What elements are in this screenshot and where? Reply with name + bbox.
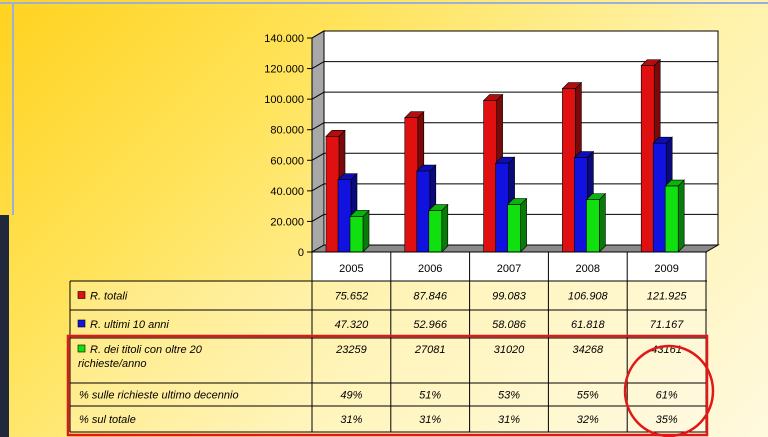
y-tick-label: 40.000 xyxy=(270,186,304,198)
table-cell: 121.925 xyxy=(647,291,688,303)
gridline xyxy=(311,91,718,100)
dark-side-bar xyxy=(0,215,9,437)
highlight-box xyxy=(66,334,709,437)
row-label: % sulle richieste ultimo decennio xyxy=(79,390,239,402)
bar xyxy=(562,88,576,253)
data-table: 2005 2006 2007 2008 2009 R. totali 75.652 87.84… xyxy=(69,251,707,433)
annotations xyxy=(66,334,715,437)
bar xyxy=(428,210,443,253)
table-cell: 23259 xyxy=(335,344,367,356)
table-cell: 31% xyxy=(498,414,520,426)
table-cell: 47.320 xyxy=(335,319,370,331)
y-tick-label: 0 xyxy=(298,247,304,259)
bar xyxy=(495,162,509,253)
left-frame-line xyxy=(12,4,14,215)
table-cell: 51% xyxy=(419,390,441,402)
table-cell: 87.846 xyxy=(413,291,448,303)
table-cell: 34268 xyxy=(573,344,604,356)
table-cell: 27081 xyxy=(414,344,446,356)
y-axis: 0 20.000 40.000 60.000 80.000 100.000 120.000 1… xyxy=(264,33,313,259)
top-frame-line xyxy=(0,2,768,4)
bar xyxy=(652,142,667,253)
category-label: 2009 xyxy=(654,263,678,275)
table-cell: 75.652 xyxy=(335,291,369,303)
gridline xyxy=(311,61,718,70)
y-tick-label: 20.000 xyxy=(270,216,304,228)
table-cell: 58.086 xyxy=(492,319,527,331)
y-tick-label: 60.000 xyxy=(270,155,304,167)
bars xyxy=(325,58,685,253)
gridline xyxy=(311,122,718,131)
bar-side xyxy=(441,203,449,253)
bar xyxy=(337,179,352,253)
bar xyxy=(349,216,364,253)
y-tick-label: 140.000 xyxy=(264,33,304,45)
bar-side xyxy=(599,192,606,253)
bar xyxy=(325,136,340,253)
y-tick-label: 100.000 xyxy=(264,94,304,106)
bar-side xyxy=(520,197,527,253)
bar xyxy=(507,204,521,253)
table-cell: 31% xyxy=(419,414,441,426)
category-label: 2007 xyxy=(497,263,521,275)
table-cell: 106.908 xyxy=(568,291,609,303)
bar-side xyxy=(362,209,370,253)
category-label: 2006 xyxy=(418,263,442,275)
bar xyxy=(483,100,497,253)
table-cell: 31020 xyxy=(494,344,525,356)
category-label: 2008 xyxy=(576,263,600,275)
bar xyxy=(416,170,431,253)
table-cell: 32% xyxy=(577,414,599,426)
bar xyxy=(404,117,419,253)
highlight-circle xyxy=(623,344,715,437)
table-cell: 61% xyxy=(656,390,678,402)
table-body-bg xyxy=(70,281,707,432)
side-wall xyxy=(311,30,325,253)
row-label: richieste/anno xyxy=(78,358,147,370)
bar xyxy=(574,157,588,253)
legend-key xyxy=(77,319,86,328)
row-label: % sul totale xyxy=(79,414,136,426)
table-cell: 61.818 xyxy=(571,319,606,331)
row-label: R. totali xyxy=(90,291,128,303)
bar xyxy=(586,199,600,253)
gridline xyxy=(311,30,718,39)
y-tick-label: 120.000 xyxy=(264,64,304,76)
table-cell: 35% xyxy=(656,414,678,426)
table-cell: 52.966 xyxy=(413,319,448,331)
bar-side xyxy=(677,179,685,253)
table-cell: 53% xyxy=(498,390,520,402)
table-header-bg xyxy=(312,252,707,281)
row-label: R. ultimi 10 anni xyxy=(90,319,169,331)
legend-key xyxy=(77,344,86,353)
table-cell: 31% xyxy=(340,414,362,426)
row-label: R. dei titoli con oltre 20 xyxy=(90,344,203,356)
table-cell: 99.083 xyxy=(492,291,527,303)
bar xyxy=(664,185,679,253)
table-cell: 49% xyxy=(340,390,362,402)
bar xyxy=(640,65,655,253)
table-cell: 71.167 xyxy=(650,319,685,331)
category-label: 2005 xyxy=(339,263,363,275)
table-cell: 55% xyxy=(577,390,599,402)
legend-key xyxy=(77,291,86,299)
y-tick-label: 80.000 xyxy=(270,125,304,137)
